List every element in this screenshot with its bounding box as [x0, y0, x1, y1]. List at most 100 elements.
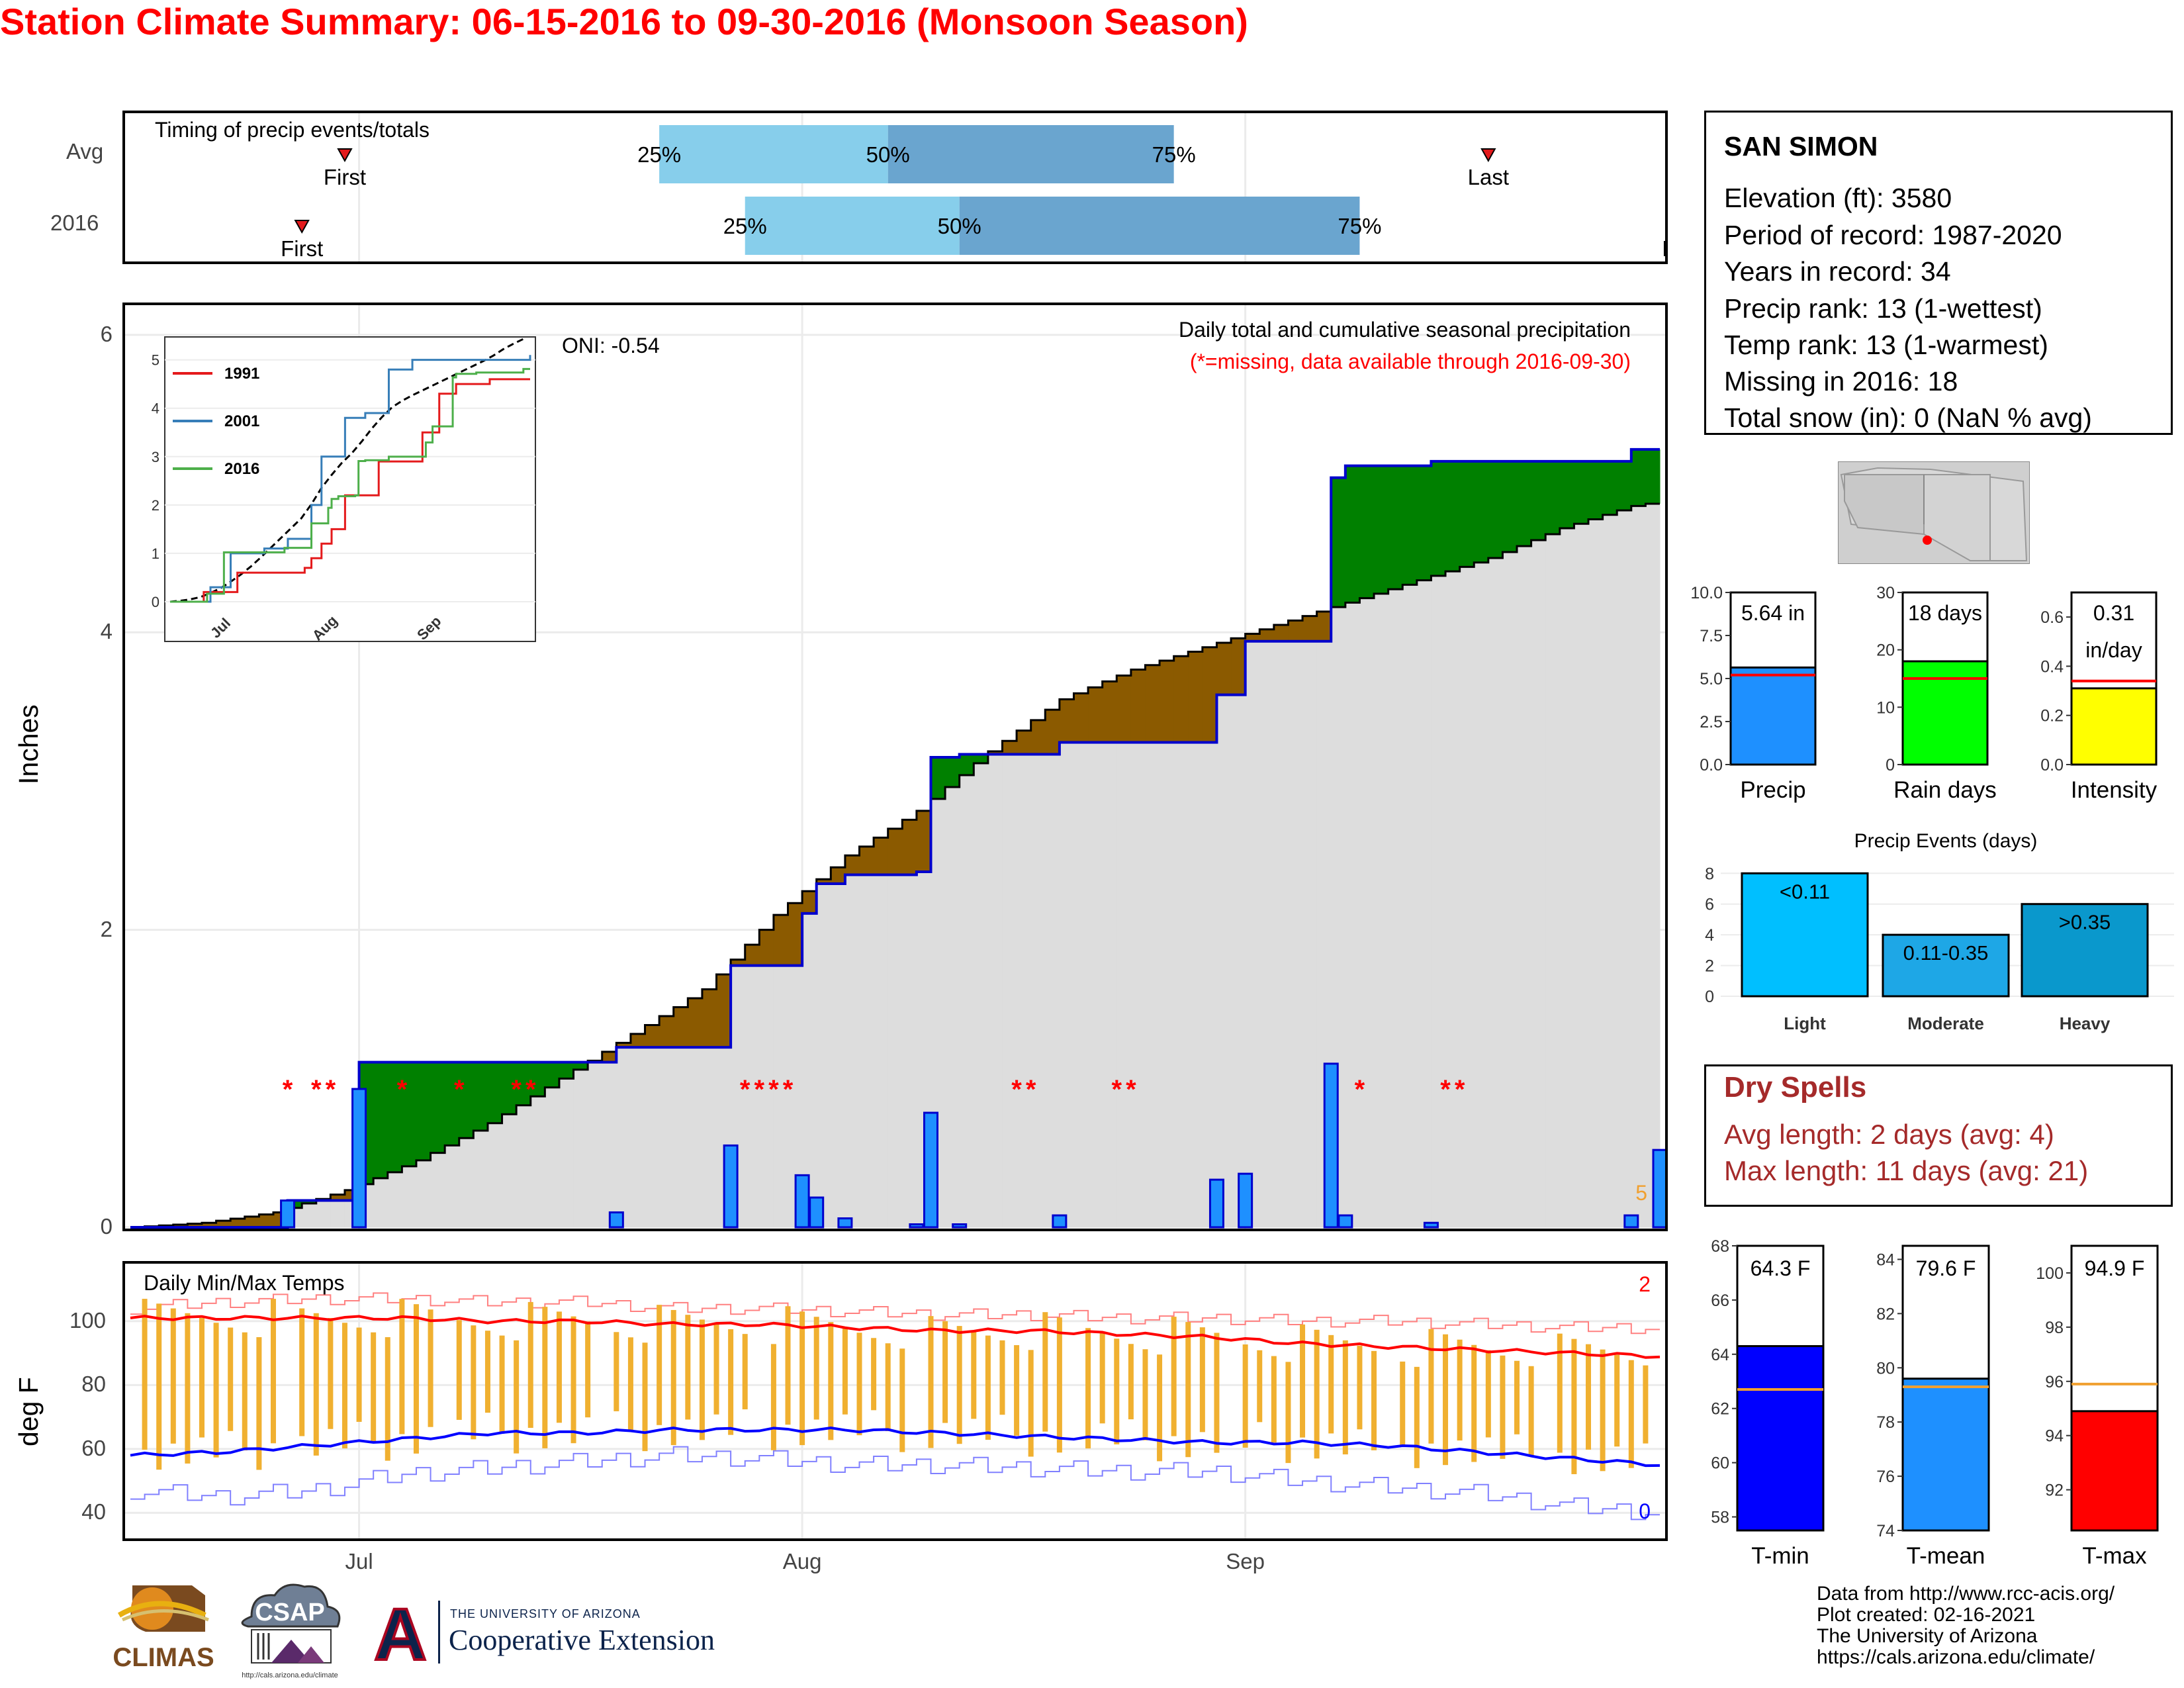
- temp-summary-label: T-mean: [1907, 1543, 1985, 1569]
- daily-temp-bar: [1328, 1335, 1334, 1434]
- csap-logo: CSAP http://cals.arizona.edu/climate: [241, 1583, 341, 1679]
- precip-avg-cumulative-area: [844, 874, 860, 1227]
- missing-day-marker: *: [1011, 1075, 1022, 1104]
- precip-avg-cumulative-area: [1374, 593, 1389, 1227]
- inset-ytick: 1: [152, 545, 159, 562]
- precip-excess-area: [1459, 461, 1475, 567]
- daily-temp-bar: [228, 1327, 234, 1431]
- precip-excess-area: [445, 1062, 460, 1146]
- precip-excess-area: [1574, 461, 1589, 524]
- precip-deficit-area: [1302, 616, 1318, 641]
- credit-plot-created: Plot created: 02-16-2021: [1817, 1604, 2036, 1626]
- tmin-record-line: [130, 1446, 1660, 1521]
- events-ytick: 8: [1705, 865, 1714, 883]
- ua-logo-letter: A: [374, 1597, 426, 1669]
- precip-excess-area: [430, 1062, 445, 1153]
- precip-excess-area: [502, 1062, 517, 1115]
- precip-avg-cumulative-area: [1588, 519, 1604, 1227]
- missing-day-marker: *: [1440, 1075, 1451, 1104]
- ua-small-text: THE UNIVERSITY OF ARIZONA: [450, 1607, 641, 1620]
- daily-temp-bar: [928, 1316, 934, 1448]
- station-snow: Total snow (in): 0 (NaN % avg): [1724, 402, 2092, 433]
- month-label: Aug: [782, 1549, 822, 1573]
- precip-deficit-area: [673, 1007, 688, 1048]
- precip-avg-cumulative-area: [688, 1047, 703, 1227]
- daily-temp-bar: [270, 1299, 276, 1444]
- daily-temp-bar: [556, 1311, 562, 1423]
- precip-avg-cumulative-area: [773, 965, 789, 1227]
- precip-deficit-area: [1059, 699, 1074, 743]
- precip-avg-cumulative-area: [1402, 585, 1418, 1227]
- precip-avg-cumulative-area: [573, 1069, 588, 1227]
- daily-temp-bar: [1414, 1366, 1420, 1468]
- daily-temp-bar: [170, 1308, 176, 1444]
- precip-avg-cumulative-area: [1545, 534, 1561, 1228]
- daily-precip-bar: [837, 1217, 853, 1229]
- precip-deficit-area: [1160, 660, 1175, 743]
- precip-excess-area: [573, 1062, 588, 1070]
- daily-temp-bar: [213, 1323, 219, 1458]
- precip-avg-cumulative-area: [588, 1062, 603, 1227]
- daily-temp-bar: [514, 1340, 520, 1454]
- daily-temp-bar: [499, 1335, 505, 1433]
- daily-temp-bar: [1600, 1349, 1606, 1472]
- temp-ytick: 40: [81, 1499, 106, 1524]
- precip-deficit-area: [1088, 687, 1103, 743]
- precip-avg-cumulative-area: [673, 1047, 688, 1227]
- daily-temp-bar: [871, 1338, 877, 1411]
- daily-precip-bar: [608, 1211, 624, 1229]
- precip-deficit-area: [702, 989, 717, 1048]
- daily-temp-bar: [899, 1348, 905, 1452]
- precip-avg-cumulative-area: [1059, 742, 1074, 1227]
- missing-day-marker: *: [754, 1075, 765, 1104]
- precip-avg-cumulative-area: [416, 1160, 432, 1227]
- daily-temp-bar: [313, 1313, 319, 1456]
- temp-summary-tick-label: 62: [1711, 1400, 1729, 1419]
- temp-panel-title: Daily Min/Max Temps: [144, 1271, 344, 1295]
- precip-event-bar: [1882, 933, 2010, 998]
- precip-deficit-area: [1073, 693, 1089, 743]
- precip-excess-area: [945, 757, 960, 787]
- daily-temp-bar: [670, 1309, 676, 1446]
- dry-spells-title: Dry Spells: [1724, 1071, 1867, 1103]
- precip-excess-area: [1445, 461, 1461, 572]
- precip-excess-area: [1631, 449, 1646, 506]
- precip-excess-area: [1559, 461, 1574, 529]
- precip-panel: * * * * * * * * * * * * * * * * * * Daily total and cumula…: [122, 303, 1668, 1231]
- temp-summary-tick-label: 78: [1876, 1413, 1895, 1432]
- inset-legend-label: 2001: [224, 412, 259, 430]
- daily-temp-bar: [1428, 1329, 1434, 1444]
- precip-deficit-area: [831, 867, 846, 884]
- daily-temp-bar: [1485, 1350, 1491, 1438]
- precip-avg-cumulative-area: [802, 913, 817, 1227]
- precip-avg-cumulative-area: [874, 874, 889, 1227]
- timing-event-label: First: [281, 236, 323, 261]
- daily-temp-bar: [1257, 1350, 1263, 1423]
- precip-avg-cumulative-area: [1288, 641, 1303, 1227]
- precip-deficit-area: [1231, 638, 1246, 695]
- precip-avg-cumulative-area: [1531, 539, 1546, 1227]
- precip-avg-cumulative-area: [1416, 580, 1432, 1227]
- precip-avg-cumulative-area: [702, 1047, 717, 1227]
- timing-event-marker: [1480, 148, 1496, 163]
- temp-summary-tick-label: 94: [2045, 1427, 2064, 1446]
- precip-deficit-area: [1188, 651, 1203, 743]
- oni-value: ONI: -0.54: [562, 334, 660, 357]
- timing-bar-q50-q75: [959, 197, 1360, 255]
- precip-deficit-area: [173, 1224, 188, 1227]
- daily-temp-bar: [585, 1321, 591, 1418]
- precip-avg-cumulative-area: [759, 965, 774, 1227]
- summary-bar-fill: [2070, 687, 2158, 766]
- precip-deficit-area: [874, 837, 889, 875]
- precip-deficit-area: [745, 945, 760, 966]
- precip-excess-area: [530, 1062, 545, 1097]
- timing-q50-label: 50%: [866, 142, 910, 167]
- inset-ytick: 3: [152, 449, 159, 465]
- daily-temp-bar: [770, 1344, 776, 1450]
- summary-bar-fill: [1729, 666, 1817, 766]
- precip-avg-cumulative-area: [1388, 589, 1403, 1227]
- precip-avg-cumulative-area: [1359, 598, 1375, 1227]
- missing-day-marker: *: [1111, 1075, 1122, 1104]
- missing-day-marker: *: [1026, 1075, 1036, 1104]
- precip-avg-cumulative-area: [945, 786, 960, 1227]
